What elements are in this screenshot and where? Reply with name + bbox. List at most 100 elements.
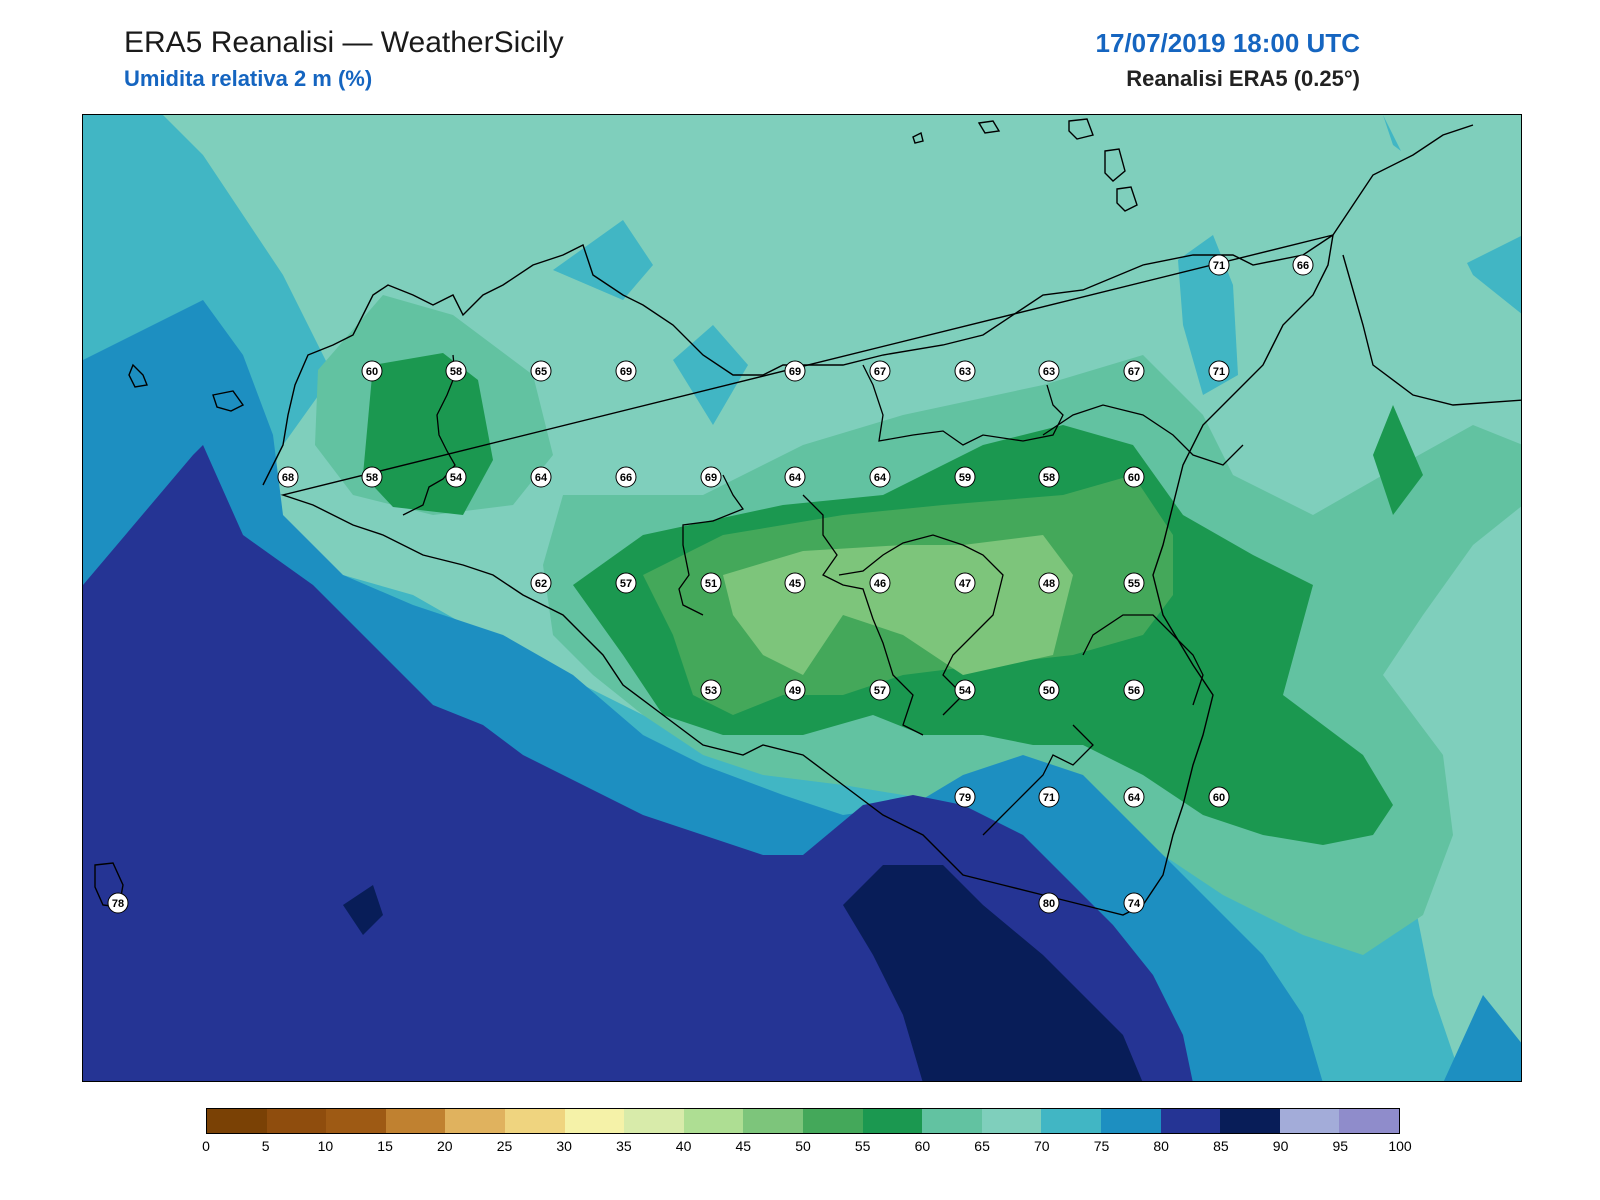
colorbar-segment [1339,1109,1399,1133]
station-value-label: 71 [1213,366,1225,378]
colorbar-tick-label: 95 [1332,1138,1349,1154]
colorbar-segment [981,1109,1042,1133]
station-value-marker: 71 [1208,254,1230,276]
station-value-marker: 80 [1038,892,1060,914]
station-value-label: 58 [366,472,378,484]
colorbar-tick-label: 15 [377,1138,393,1154]
station-value-label: 47 [959,578,971,590]
station-value-label: 54 [450,472,463,484]
station-value-label: 45 [789,578,801,590]
station-value-marker: 64 [869,466,891,488]
station-value-marker: 67 [1123,360,1145,382]
station-value-label: 55 [1128,578,1140,590]
station-value-label: 57 [620,578,632,590]
station-value-marker: 57 [615,572,637,594]
colorbar-segment [564,1109,625,1133]
station-value-label: 80 [1043,898,1055,910]
colorbar-tick-label: 40 [675,1138,692,1154]
station-value-label: 64 [535,472,548,484]
station-value-marker: 71 [1038,786,1060,808]
colorbar-tick-label: 20 [437,1138,453,1154]
station-value-marker: 51 [700,572,722,594]
model-resolution: Reanalisi ERA5 (0.25°) [1126,66,1360,91]
colorbar-segment [683,1109,744,1133]
station-value-label: 60 [1128,472,1140,484]
station-value-label: 71 [1043,792,1055,804]
colorbar-segment [207,1109,267,1133]
station-value-marker: 60 [1123,466,1145,488]
station-value-marker: 66 [1292,254,1314,276]
station-value-marker: 62 [530,572,552,594]
station-value-label: 64 [874,472,887,484]
colorbar-tick-label: 25 [496,1138,513,1154]
colorbar-segment [862,1109,923,1133]
band-45-50 [723,535,1073,675]
colorbar-segment [1041,1109,1101,1133]
station-value-label: 71 [1213,260,1225,272]
colorbar-tick-label: 30 [556,1138,572,1154]
colorbar-segment [266,1109,327,1133]
province-borders [402,354,1244,836]
station-value-label: 50 [1043,685,1055,697]
colorbar-segment [802,1109,863,1133]
station-value-label: 53 [705,685,717,697]
colorbar-tick-label: 0 [202,1138,210,1154]
station-value-label: 60 [366,366,378,378]
station-value-marker: 59 [954,466,976,488]
station-value-label: 59 [959,472,971,484]
colorbar-segment [504,1109,565,1133]
colorbar-segment [445,1109,505,1133]
station-value-marker: 58 [1038,466,1060,488]
colorbar [206,1108,1400,1134]
colorbar-tick-label: 35 [616,1138,632,1154]
colorbar-segment [385,1109,446,1133]
station-value-label: 49 [789,685,801,697]
colorbar-tick-label: 5 [261,1138,270,1154]
station-value-marker: 58 [361,466,383,488]
station-value-marker: 55 [1123,572,1145,594]
station-value-marker: 79 [954,786,976,808]
station-value-marker: 64 [1123,786,1145,808]
station-value-marker: 58 [445,360,467,382]
colorbar-tick-label: 90 [1272,1138,1289,1154]
station-value-label: 62 [535,578,547,590]
station-value-label: 66 [1297,260,1309,272]
station-value-marker: 63 [1038,360,1060,382]
colorbar-segment [1160,1109,1221,1133]
station-value-marker: 78 [107,892,129,914]
station-value-marker: 63 [954,360,976,382]
colorbar-tick-label: 80 [1153,1138,1169,1154]
station-value-marker: 57 [869,679,891,701]
colorbar-tick-label: 45 [735,1138,752,1154]
band-85-90 [343,885,383,935]
station-value-marker: 64 [530,466,552,488]
station-value-label: 58 [450,366,462,378]
station-value-label: 66 [620,472,632,484]
station-value-label: 51 [705,578,717,590]
map-panel[interactable]: 71 66 60 58 65 69 69 67 63 63 67 71 68 58 54 64 66 69 64 64… [82,114,1522,1082]
colorbar-segment [922,1109,982,1133]
station-value-marker: 60 [361,360,383,382]
colorbar-tick-label: 65 [974,1138,990,1154]
station-value-marker: 50 [1038,679,1060,701]
station-value-marker: 56 [1123,679,1145,701]
station-value-marker: 46 [869,572,891,594]
station-value-marker: 64 [784,466,806,488]
station-value-marker: 53 [700,679,722,701]
colorbar-segment [1220,1109,1280,1133]
colorbar-tick-label: 75 [1093,1138,1110,1154]
station-value-label: 74 [1128,898,1141,910]
station-value-label: 48 [1043,578,1055,590]
station-value-label: 64 [1128,792,1141,804]
colorbar-tick-label: 10 [317,1138,334,1154]
station-value-label: 60 [1213,792,1225,804]
colorbar-ticks: 0 5 10 15 20 25 30 35 40 45 50 55 60 65 70 75 80 85 90 95 10… [202,1138,1412,1158]
station-value-marker: 74 [1123,892,1145,914]
station-value-label: 58 [1043,472,1055,484]
colorbar-segment [1279,1109,1340,1133]
colorbar-segment [326,1109,386,1133]
map-title: ERA5 Reanalisi — WeatherSicily [124,26,564,59]
station-value-label: 67 [1128,366,1140,378]
station-value-label: 63 [1043,366,1055,378]
station-value-marker: 48 [1038,572,1060,594]
